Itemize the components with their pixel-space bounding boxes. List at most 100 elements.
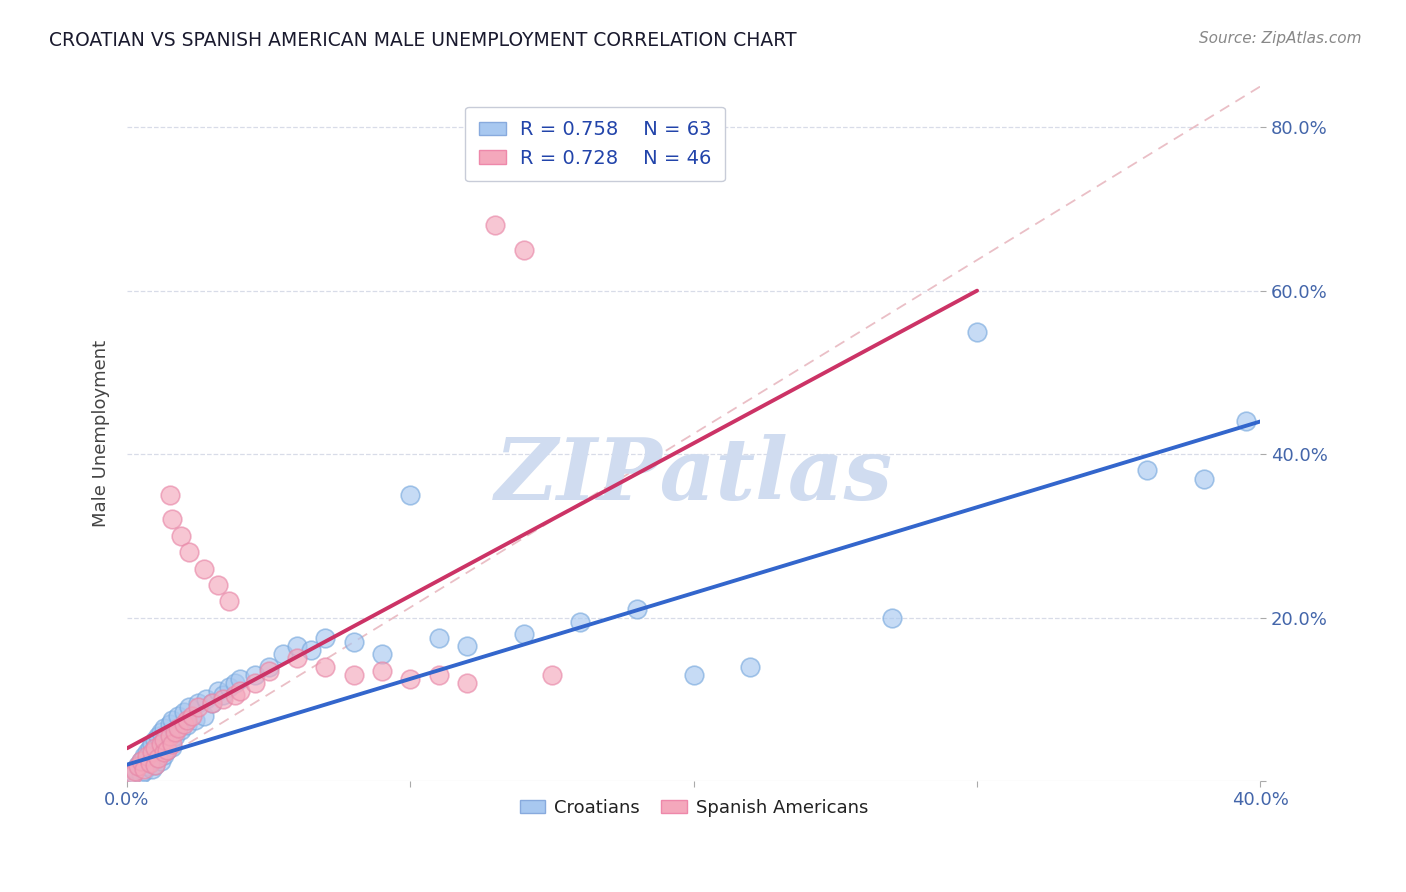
Legend: Croatians, Spanish Americans: Croatians, Spanish Americans bbox=[512, 791, 875, 824]
Point bbox=[159, 488, 181, 502]
Point bbox=[181, 708, 204, 723]
Point bbox=[184, 713, 207, 727]
Point bbox=[143, 757, 166, 772]
Y-axis label: Male Unemployment: Male Unemployment bbox=[93, 340, 110, 527]
Point bbox=[143, 757, 166, 772]
Point bbox=[138, 741, 160, 756]
Point bbox=[314, 631, 336, 645]
Point bbox=[146, 751, 169, 765]
Point bbox=[167, 708, 190, 723]
Point bbox=[127, 757, 149, 772]
Point bbox=[257, 664, 280, 678]
Point bbox=[162, 713, 184, 727]
Point bbox=[165, 729, 187, 743]
Point bbox=[179, 545, 201, 559]
Point bbox=[484, 219, 506, 233]
Point bbox=[1136, 463, 1159, 477]
Point bbox=[162, 739, 184, 754]
Point bbox=[170, 529, 193, 543]
Point bbox=[201, 697, 224, 711]
Point bbox=[187, 700, 209, 714]
Point bbox=[224, 676, 246, 690]
Point bbox=[141, 762, 163, 776]
Point bbox=[456, 639, 478, 653]
Point bbox=[129, 754, 152, 768]
Point bbox=[138, 756, 160, 770]
Point bbox=[153, 733, 176, 747]
Point bbox=[626, 602, 648, 616]
Point bbox=[541, 667, 564, 681]
Point bbox=[124, 762, 146, 776]
Point bbox=[132, 764, 155, 779]
Point bbox=[966, 325, 988, 339]
Point bbox=[176, 718, 198, 732]
Point bbox=[176, 713, 198, 727]
Point bbox=[1234, 414, 1257, 428]
Point bbox=[880, 610, 903, 624]
Point bbox=[271, 648, 294, 662]
Point bbox=[150, 725, 173, 739]
Point bbox=[201, 697, 224, 711]
Point bbox=[146, 729, 169, 743]
Point bbox=[399, 488, 422, 502]
Point bbox=[162, 737, 184, 751]
Point bbox=[243, 676, 266, 690]
Point bbox=[682, 667, 704, 681]
Point bbox=[173, 705, 195, 719]
Point bbox=[146, 751, 169, 765]
Point bbox=[150, 737, 173, 751]
Point bbox=[159, 729, 181, 743]
Point bbox=[135, 745, 157, 759]
Point bbox=[343, 667, 366, 681]
Point bbox=[427, 631, 450, 645]
Point bbox=[150, 754, 173, 768]
Point bbox=[229, 672, 252, 686]
Point bbox=[285, 639, 308, 653]
Point bbox=[121, 765, 143, 780]
Point bbox=[212, 688, 235, 702]
Point bbox=[195, 692, 218, 706]
Point bbox=[285, 651, 308, 665]
Point bbox=[141, 737, 163, 751]
Point bbox=[218, 594, 240, 608]
Point bbox=[141, 745, 163, 759]
Point bbox=[314, 659, 336, 673]
Point bbox=[159, 737, 181, 751]
Point bbox=[207, 578, 229, 592]
Point bbox=[740, 659, 762, 673]
Point bbox=[207, 684, 229, 698]
Point bbox=[170, 723, 193, 738]
Point bbox=[129, 767, 152, 781]
Point bbox=[127, 759, 149, 773]
Point bbox=[224, 688, 246, 702]
Point bbox=[121, 767, 143, 781]
Point bbox=[165, 725, 187, 739]
Point bbox=[212, 692, 235, 706]
Point bbox=[1192, 472, 1215, 486]
Point bbox=[193, 708, 215, 723]
Point bbox=[156, 743, 179, 757]
Point bbox=[399, 672, 422, 686]
Point bbox=[153, 747, 176, 762]
Point bbox=[569, 615, 592, 629]
Point bbox=[129, 754, 152, 768]
Point bbox=[143, 733, 166, 747]
Point bbox=[512, 243, 534, 257]
Point bbox=[371, 648, 394, 662]
Point bbox=[343, 635, 366, 649]
Point bbox=[167, 721, 190, 735]
Point bbox=[124, 764, 146, 779]
Point bbox=[132, 749, 155, 764]
Point bbox=[132, 762, 155, 776]
Point bbox=[143, 741, 166, 756]
Text: ZIPatlas: ZIPatlas bbox=[495, 434, 893, 517]
Point bbox=[159, 716, 181, 731]
Point bbox=[456, 676, 478, 690]
Point bbox=[153, 745, 176, 759]
Point bbox=[229, 684, 252, 698]
Point bbox=[243, 667, 266, 681]
Point bbox=[138, 756, 160, 770]
Point bbox=[299, 643, 322, 657]
Point bbox=[135, 749, 157, 764]
Point bbox=[371, 664, 394, 678]
